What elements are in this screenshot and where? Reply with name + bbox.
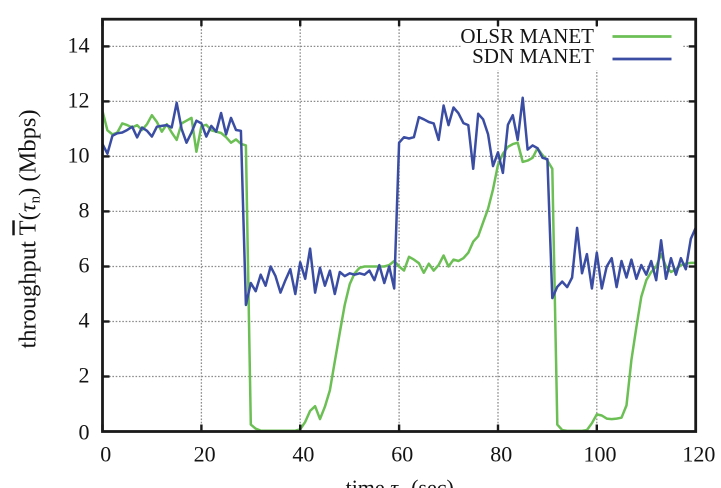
svg-text:throughput T(τn) (Mbps): throughput T(τn) (Mbps) <box>14 109 43 348</box>
svg-text:SDN MANET: SDN MANET <box>472 44 594 68</box>
svg-text:2: 2 <box>79 363 90 388</box>
svg-text:6: 6 <box>79 253 90 278</box>
svg-text:40: 40 <box>292 442 314 467</box>
svg-text:0: 0 <box>79 420 90 445</box>
svg-text:14: 14 <box>68 32 90 57</box>
svg-text:0: 0 <box>100 442 111 467</box>
svg-text:80: 80 <box>490 442 512 467</box>
svg-text:10: 10 <box>68 142 90 167</box>
svg-text:4: 4 <box>79 308 90 333</box>
svg-text:120: 120 <box>682 442 715 467</box>
svg-text:60: 60 <box>391 442 413 467</box>
svg-text:8: 8 <box>79 197 90 222</box>
svg-text:12: 12 <box>68 87 90 112</box>
svg-text:100: 100 <box>584 442 617 467</box>
svg-text:OLSR MANET: OLSR MANET <box>460 24 594 48</box>
svg-text:20: 20 <box>194 442 216 467</box>
